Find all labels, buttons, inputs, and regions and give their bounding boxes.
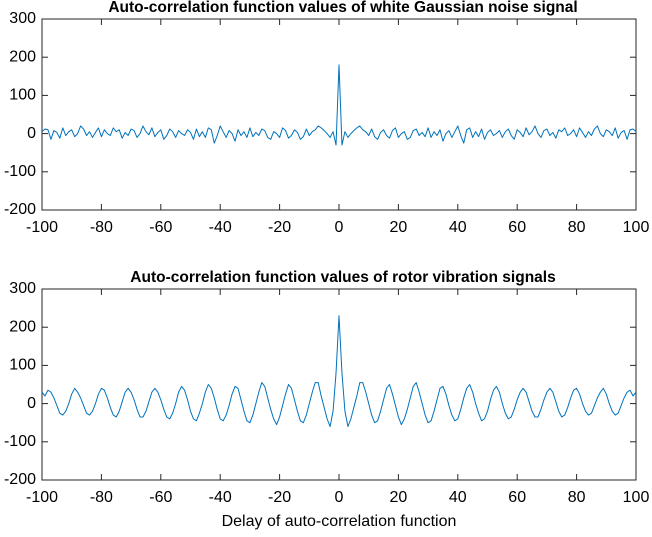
- x-tick-label: 20: [390, 489, 408, 506]
- chart-title: Auto-correlation function values of whit…: [108, 0, 577, 16]
- x-tick-label: -40: [209, 219, 232, 236]
- x-tick-label: -40: [209, 489, 232, 506]
- x-tick-label: 0: [335, 219, 344, 236]
- x-axis-label: Delay of auto-correlation function: [222, 513, 457, 530]
- series-line: [41, 64, 637, 146]
- y-tick-label: 0: [27, 125, 36, 142]
- y-tick-label: -100: [4, 433, 36, 450]
- chart-title: Auto-correlation function values of roto…: [130, 269, 555, 286]
- x-tick-label: -100: [26, 489, 58, 506]
- y-tick-label: 300: [9, 280, 36, 297]
- x-tick-label: 40: [449, 489, 467, 506]
- y-tick-label: 100: [9, 357, 36, 374]
- x-tick-label: 20: [390, 219, 408, 236]
- axes-box: [41, 288, 637, 481]
- x-tick-label: 60: [508, 219, 526, 236]
- x-tick-label: -80: [90, 219, 113, 236]
- x-tick-label: -60: [149, 219, 172, 236]
- y-tick-label: 200: [9, 48, 36, 65]
- x-tick-label: 40: [449, 219, 467, 236]
- y-tick-label: -200: [4, 471, 36, 488]
- x-tick-label: 80: [568, 219, 586, 236]
- x-tick-label: 100: [623, 489, 650, 506]
- x-tick-label: 60: [508, 489, 526, 506]
- x-tick-label: 80: [568, 489, 586, 506]
- x-tick-label: -60: [149, 489, 172, 506]
- x-tick-label: 100: [623, 219, 650, 236]
- x-tick-label: -100: [26, 219, 58, 236]
- x-tick-label: -20: [268, 489, 291, 506]
- y-tick-label: -200: [4, 201, 36, 218]
- x-tick-label: 0: [335, 489, 344, 506]
- x-tick-label: -80: [90, 489, 113, 506]
- series-line: [41, 315, 637, 428]
- y-tick-label: 300: [9, 10, 36, 27]
- y-tick-label: 100: [9, 87, 36, 104]
- y-tick-label: -100: [4, 163, 36, 180]
- y-tick-label: 200: [9, 318, 36, 335]
- y-tick-label: 0: [27, 395, 36, 412]
- x-tick-label: -20: [268, 219, 291, 236]
- axes-box: [41, 18, 637, 211]
